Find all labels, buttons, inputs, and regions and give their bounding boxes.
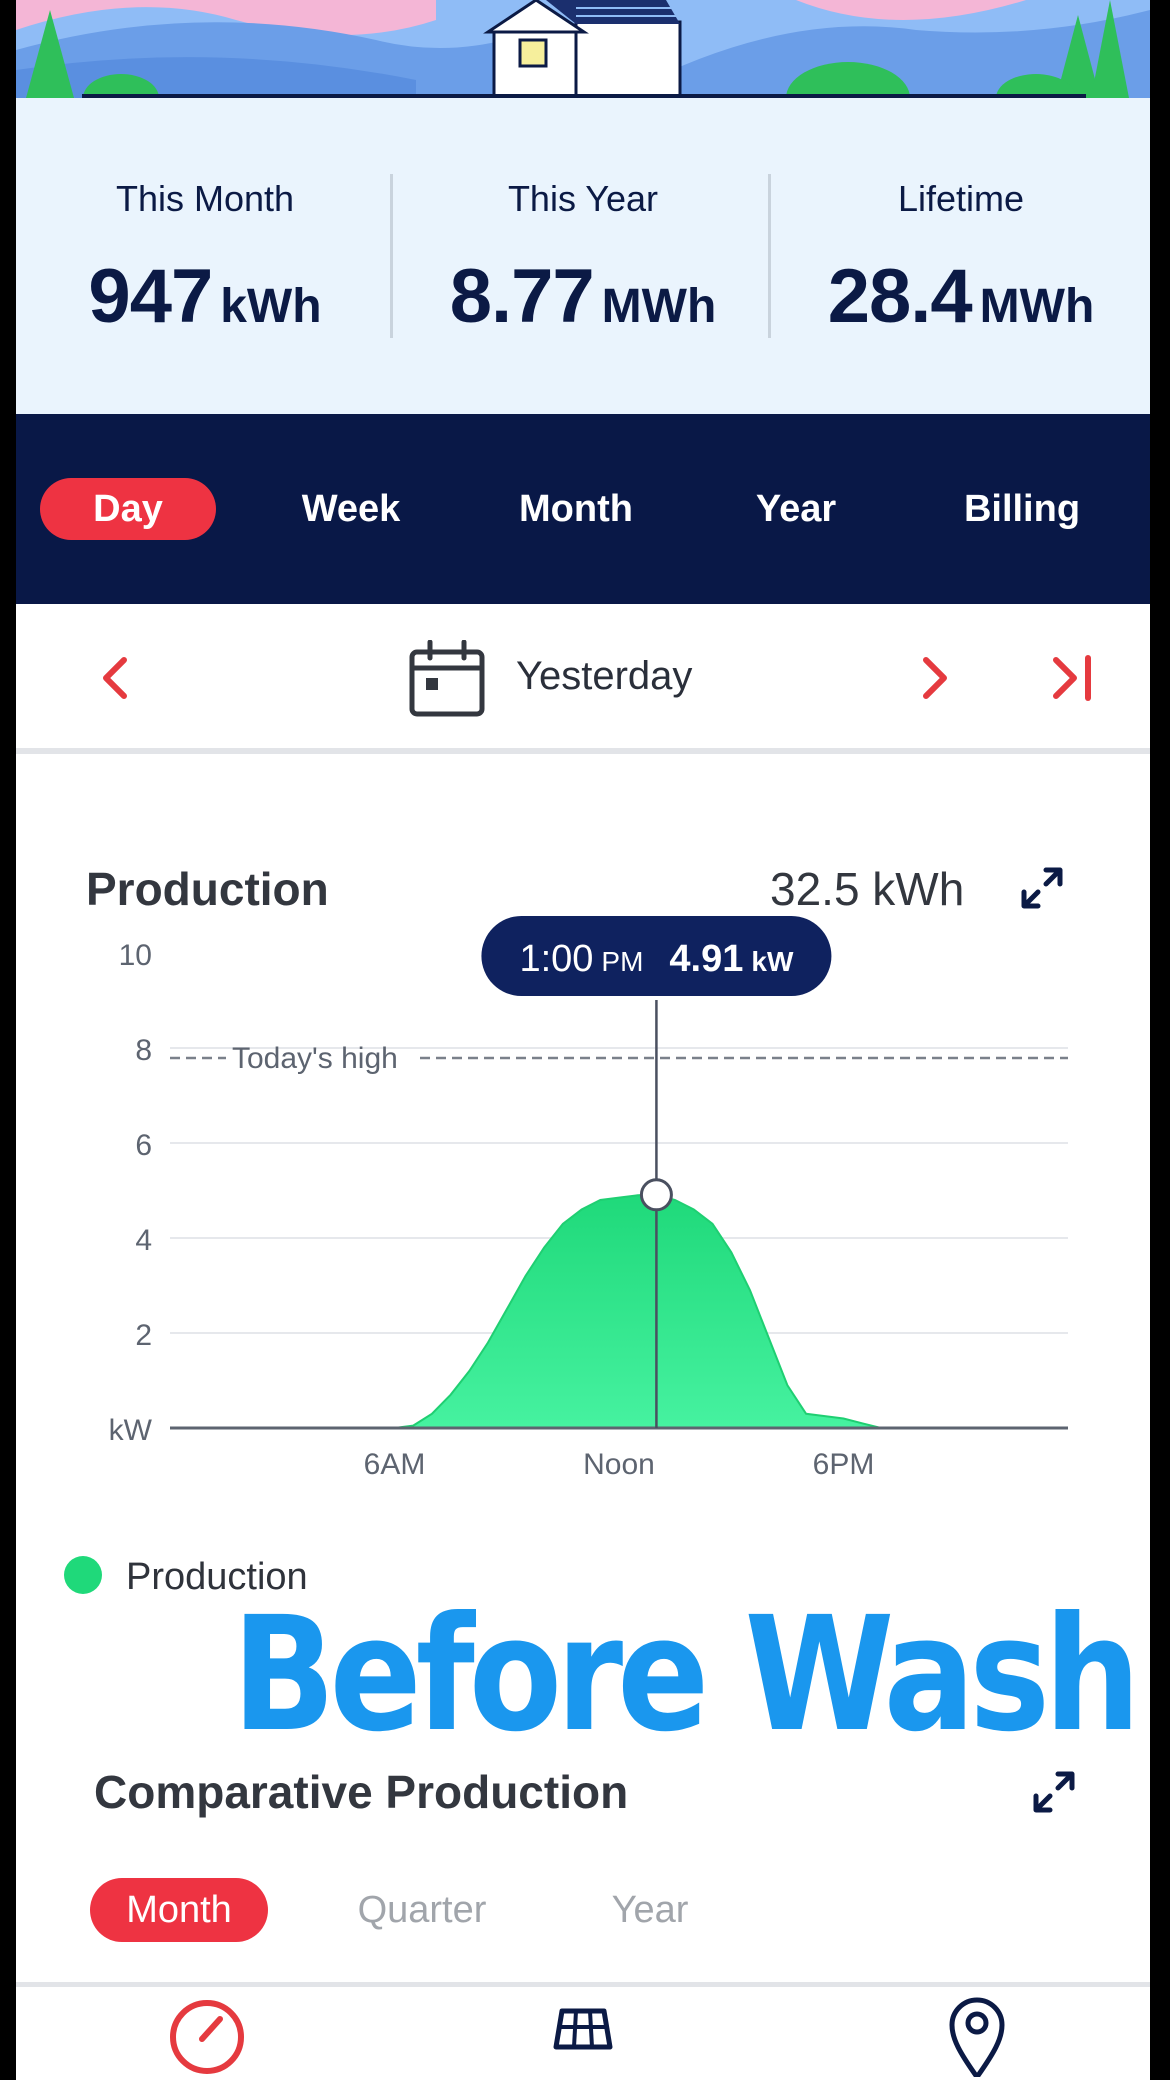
comparative-tab-year[interactable]: Year [611,1889,689,1931]
stat-label: Lifetime [897,178,1025,219]
before-wash-caption: Before Wash [232,1583,1141,1767]
stat-value: 28.4 MWh [772,253,1150,340]
stat-value: 947 kWh [16,253,394,340]
y-tick-label: 6 [135,1129,152,1162]
stat-divider [768,174,771,338]
stat-label: This Year [507,178,659,219]
x-tick-label: 6PM [813,1448,875,1481]
date-label[interactable]: Yesterday [516,654,693,698]
solar-panel-icon[interactable] [538,1987,628,2077]
legend-label: Production [126,1556,308,1598]
compass-icon[interactable] [162,1987,252,2077]
stat-unit: MWh [601,280,717,333]
chevron-right-icon[interactable] [904,648,964,708]
period-tabs: Day Week Month Year Billing [16,414,1150,604]
production-title: Production [86,863,329,915]
y-tick-label: 4 [135,1224,152,1257]
tab-billing[interactable]: Billing [963,488,1081,530]
calendar-icon[interactable] [408,640,486,718]
skip-to-end-icon[interactable] [1044,648,1104,708]
tab-month[interactable]: Month [519,488,633,530]
production-area-series [170,1193,1068,1429]
comparative-tab-quarter[interactable]: Quarter [357,1889,487,1931]
bottom-divider [16,1982,1150,1987]
solar-house-illustration [16,0,1150,98]
stat-lifetime: Lifetime 28.4 MWh [772,98,1150,414]
selected-point [639,1178,673,1212]
tooltip-ampm: PM [601,946,643,977]
chevron-left-icon[interactable] [86,648,146,708]
comparative-tab-month[interactable]: Month [90,1878,268,1942]
expand-icon[interactable] [1028,1766,1080,1818]
tab-week[interactable]: Week [301,488,401,530]
app-screen: This Month 947 kWh This Year 8.77 MWh Life… [16,0,1150,2080]
tab-year[interactable]: Year [755,488,837,530]
tooltip-unit: kW [751,946,794,977]
bottom-nav [16,1987,1150,2080]
stat-divider [390,174,393,338]
y-tick-label: 10 [119,939,152,972]
location-pin-icon[interactable] [932,1987,1022,2077]
y-tick-label: kW [109,1414,153,1447]
tooltip-time: 1:00 [519,938,593,980]
tooltip-value: 4.91 [669,938,743,980]
x-tick-label: 6AM [364,1448,426,1481]
legend-swatch [64,1556,102,1594]
y-tick-label: 2 [135,1319,152,1352]
tooltip-text: 1:00 PM 4.91 kW [519,938,794,980]
production-chart: kW 2 4 6 8 10 Today's high 6AM Noon 6PM 1:00 PM 4.91… [76,916,1086,1481]
todays-high-label: Today's high [232,1042,398,1075]
stat-number: 947 [88,254,213,339]
comparative-tabs: Month Quarter Year [16,1878,1150,1944]
tooltip-box [481,916,832,996]
stat-number: 8.77 [449,254,595,339]
stat-label: This Month [115,178,295,219]
energy-stats-panel: This Month 947 kWh This Year 8.77 MWh Life… [16,98,1150,414]
stat-unit: kWh [220,280,322,333]
stat-this-month: This Month 947 kWh [16,98,394,414]
date-navigator: Yesterday [16,604,1150,754]
production-chart-svg: kW 2 4 6 8 10 Today's high 6AM Noon 6PM 1:00 PM 4.91… [109,916,1068,1481]
stat-value: 8.77 MWh [394,253,772,340]
tab-day[interactable]: Day [40,478,216,540]
y-tick-label: 8 [135,1034,152,1067]
hero-illustration [16,0,1150,98]
x-tick-label: Noon [583,1448,655,1481]
stat-this-year: This Year 8.77 MWh [394,98,772,414]
comparative-title: Comparative Production [94,1766,629,1818]
expand-icon[interactable] [1016,862,1068,914]
production-total: 32.5 kWh [770,863,965,915]
stat-number: 28.4 [827,254,973,339]
stat-unit: MWh [979,280,1095,333]
